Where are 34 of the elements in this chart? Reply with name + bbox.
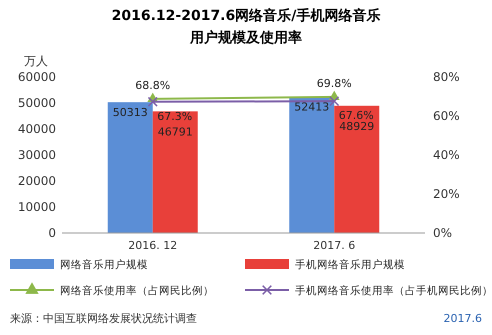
- legend-label: 手机网络音乐用户规模: [295, 258, 405, 271]
- x-tick-label: 2016. 12: [128, 239, 178, 252]
- chart-title: 2016.12-2017.6网络音乐/手机网络音乐用户规模及使用率: [112, 7, 380, 46]
- data-label: 52413: [294, 100, 330, 114]
- bar: [289, 96, 334, 233]
- y2-tick-label: 0%: [433, 226, 452, 240]
- bar: [334, 106, 380, 233]
- data-label: 48929: [339, 120, 374, 133]
- data-label: 69.8%: [316, 76, 352, 90]
- y2-tick-label: 40%: [433, 148, 460, 162]
- y-tick-label: 10000: [18, 200, 56, 214]
- y-tick-label: 0: [48, 226, 56, 240]
- y-tick-label: 40000: [18, 122, 56, 136]
- data-label: 68.8%: [135, 78, 170, 92]
- legend-label: 手机网络音乐使用率（占手机网民比例）: [295, 284, 492, 297]
- y-tick-label: 60000: [18, 70, 56, 84]
- x-tick-label: 2017. 6: [313, 239, 356, 252]
- y2-tick-label: 80%: [433, 70, 460, 84]
- data-label: 67.3%: [157, 110, 192, 123]
- y-tick-label: 30000: [18, 148, 56, 162]
- legend-label: 网络音乐用户规模: [60, 258, 148, 271]
- legend-label: 网络音乐使用率（占网民比例）: [60, 284, 214, 297]
- y-tick-label: 20000: [18, 174, 56, 188]
- text: 2017.6: [444, 312, 482, 325]
- y-axis-title: 万人: [24, 54, 48, 68]
- data-label: 67.6%: [338, 109, 374, 122]
- bar: [152, 111, 198, 233]
- source-note: 来源：中国互联网络发展状况统计调查: [10, 312, 197, 325]
- data-label: 50313: [112, 106, 148, 120]
- y-tick-label: 50000: [18, 96, 56, 110]
- bar: [108, 102, 153, 233]
- y2-tick-label: 60%: [433, 109, 460, 123]
- y2-tick-label: 20%: [433, 187, 460, 201]
- data-label: 46791: [158, 125, 193, 138]
